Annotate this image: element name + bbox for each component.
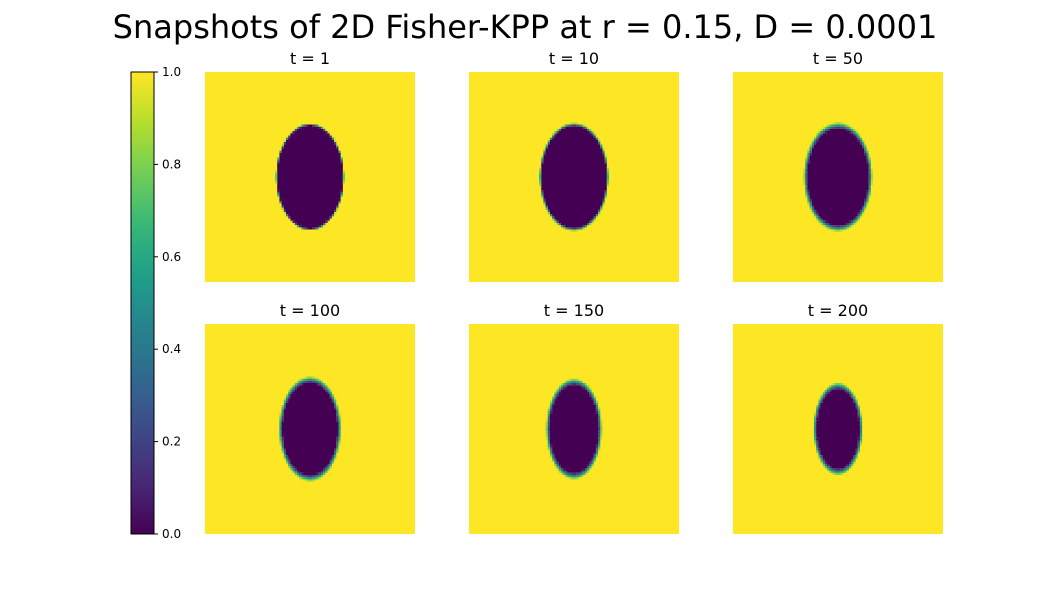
snapshot-panel-t150: t = 150 (469, 301, 679, 534)
field-cells (277, 124, 343, 230)
colorbar-tick-label: 0.0 (162, 527, 181, 541)
panel-title: t = 100 (280, 301, 340, 320)
snapshot-panels: t = 1 t = 10 t = 50 t = 100 t = 150 t = 200 (205, 49, 943, 534)
panel-title: t = 200 (808, 301, 868, 320)
colorbar-gradient (130, 71, 155, 535)
panel-title: t = 1 (290, 49, 330, 68)
field-cells (281, 383, 339, 475)
colorbar-tick-label: 0.6 (162, 250, 181, 264)
snapshot-panel-t1: t = 1 (205, 49, 415, 282)
field-cells (541, 126, 607, 228)
colorbar-tick-label: 0.8 (162, 157, 181, 171)
field-cells (807, 128, 869, 226)
snapshot-panel-t50: t = 50 (733, 49, 943, 282)
panel-title: t = 150 (544, 301, 604, 320)
colorbar-tick-label: 0.4 (162, 342, 181, 356)
panel-title: t = 10 (549, 49, 599, 68)
field-cells (549, 385, 599, 473)
snapshot-panel-t200: t = 200 (733, 301, 943, 534)
field-cells (816, 389, 860, 469)
snapshot-panel-t10: t = 10 (469, 49, 679, 282)
snapshot-panel-t100: t = 100 (205, 301, 415, 534)
colorbar: 0.0 0.2 0.4 0.6 0.8 1.0 (130, 65, 181, 541)
colorbar-tick-label: 0.2 (162, 435, 181, 449)
panel-title: t = 50 (813, 49, 863, 68)
figure-title: Snapshots of 2D Fisher-KPP at r = 0.15, … (113, 8, 938, 46)
colorbar-tick-label: 1.0 (162, 65, 181, 79)
